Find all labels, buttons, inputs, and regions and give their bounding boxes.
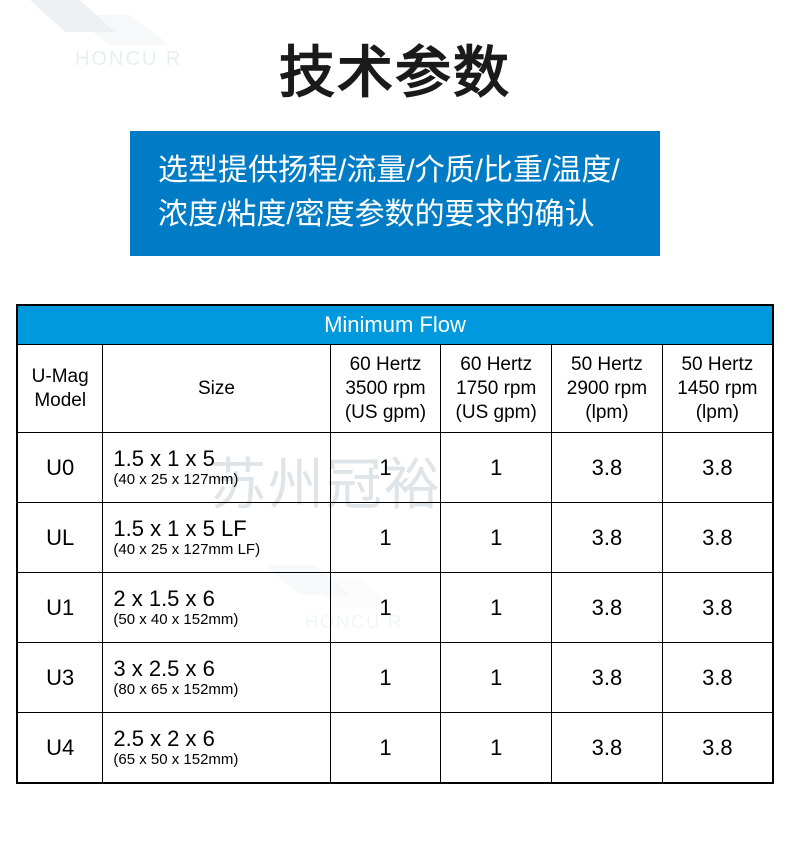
value-cell: 3.8 [662,643,773,713]
value-cell: 1 [330,713,441,783]
table-column-headers: U-MagModelSize60 Hertz3500 rpm(US gpm)60… [17,345,773,433]
size-cell: 2.5 x 2 x 6(65 x 50 x 152mm) [103,713,330,783]
column-header: U-MagModel [17,345,103,433]
value-cell: 1 [441,503,552,573]
value-cell: 3.8 [662,503,773,573]
size-cell: 1.5 x 1 x 5 LF(40 x 25 x 127mm LF) [103,503,330,573]
table-body: U01.5 x 1 x 5(40 x 25 x 127mm)113.83.8UL… [17,433,773,783]
value-cell: 1 [330,503,441,573]
size-cell: 3 x 2.5 x 6(80 x 65 x 152mm) [103,643,330,713]
value-cell: 3.8 [552,643,663,713]
subtitle-box: 选型提供扬程/流量/介质/比重/温度/浓度/粘度/密度参数的要求的确认 [130,131,660,256]
value-cell: 3.8 [662,713,773,783]
value-cell: 1 [441,573,552,643]
size-cell: 2 x 1.5 x 6(50 x 40 x 152mm) [103,573,330,643]
table-banner-row: Minimum Flow [17,305,773,345]
value-cell: 3.8 [552,573,663,643]
subtitle-text: 选型提供扬程/流量/介质/比重/温度/浓度/粘度/密度参数的要求的确认 [158,149,632,236]
column-header: Size [103,345,330,433]
model-cell: UL [17,503,103,573]
value-cell: 1 [330,643,441,713]
value-cell: 1 [330,573,441,643]
model-cell: U0 [17,433,103,503]
model-cell: U4 [17,713,103,783]
table-banner: Minimum Flow [17,305,773,345]
value-cell: 3.8 [662,433,773,503]
table-row: U12 x 1.5 x 6(50 x 40 x 152mm)113.83.8 [17,573,773,643]
table-row: U01.5 x 1 x 5(40 x 25 x 127mm)113.83.8 [17,433,773,503]
value-cell: 3.8 [552,433,663,503]
value-cell: 1 [330,433,441,503]
value-cell: 3.8 [662,573,773,643]
column-header: 50 Hertz1450 rpm(lpm) [662,345,773,433]
table-row: U33 x 2.5 x 6(80 x 65 x 152mm)113.83.8 [17,643,773,713]
table-row: UL1.5 x 1 x 5 LF(40 x 25 x 127mm LF)113.… [17,503,773,573]
value-cell: 3.8 [552,503,663,573]
column-header: 60 Hertz1750 rpm(US gpm) [441,345,552,433]
size-cell: 1.5 x 1 x 5(40 x 25 x 127mm) [103,433,330,503]
page-title: 技术参数 [0,0,790,109]
column-header: 50 Hertz2900 rpm(lpm) [552,345,663,433]
minimum-flow-table: Minimum Flow U-MagModelSize60 Hertz3500 … [16,304,774,784]
column-header: 60 Hertz3500 rpm(US gpm) [330,345,441,433]
minimum-flow-table-wrap: Minimum Flow U-MagModelSize60 Hertz3500 … [16,304,774,784]
value-cell: 1 [441,433,552,503]
value-cell: 3.8 [552,713,663,783]
value-cell: 1 [441,713,552,783]
table-row: U42.5 x 2 x 6(65 x 50 x 152mm)113.83.8 [17,713,773,783]
model-cell: U3 [17,643,103,713]
model-cell: U1 [17,573,103,643]
value-cell: 1 [441,643,552,713]
